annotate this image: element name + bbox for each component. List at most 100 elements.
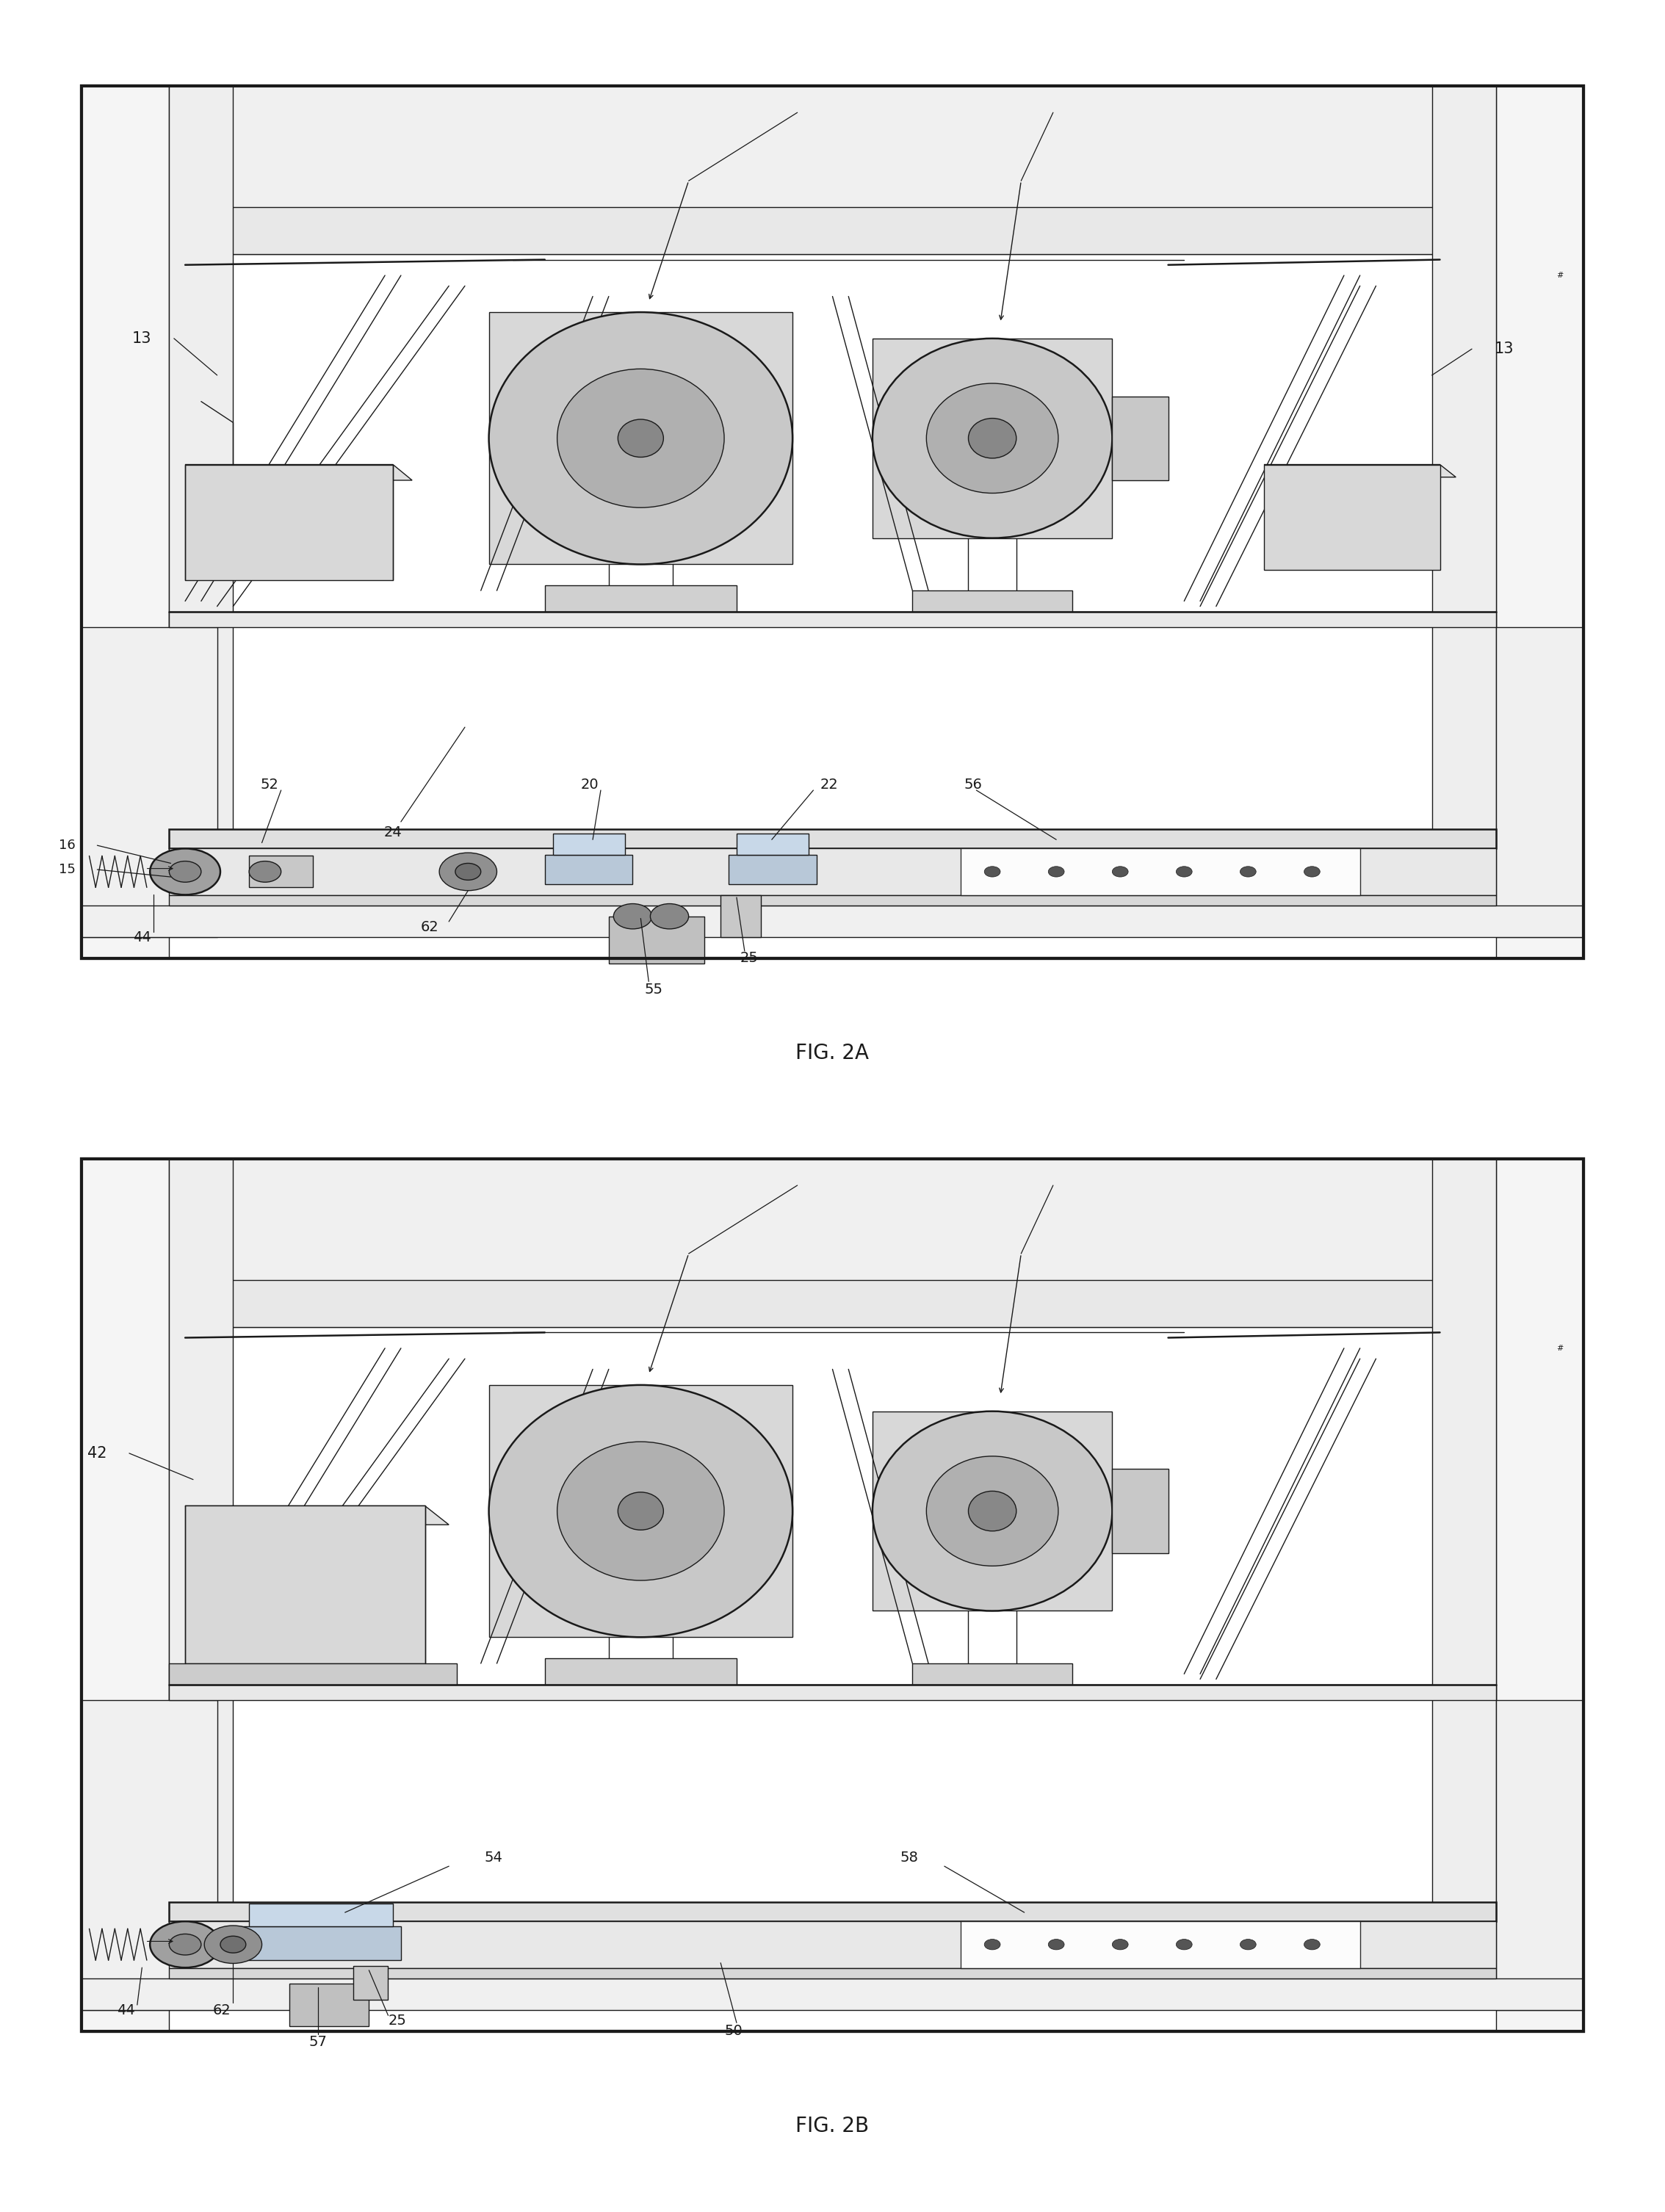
Bar [170,1920,1495,1969]
Bar [721,896,761,938]
Ellipse shape [1112,1940,1129,1949]
Ellipse shape [250,860,281,883]
Bar [544,586,736,613]
Bar [82,1980,1583,2011]
Bar [82,1159,1583,2031]
Bar [82,86,170,958]
Ellipse shape [170,1933,201,1955]
Ellipse shape [926,383,1059,493]
Bar [872,338,1112,538]
Ellipse shape [618,1493,663,1531]
Text: 42: 42 [88,1447,107,1460]
Bar [82,628,216,938]
Text: 25: 25 [741,951,759,964]
Text: 13: 13 [132,332,152,345]
Bar [82,86,1583,958]
Bar [609,916,704,964]
Bar [490,312,793,564]
Ellipse shape [1240,1940,1255,1949]
Bar [241,1927,401,1960]
Bar [961,1920,1360,1969]
Bar [490,1385,793,1637]
Text: 62: 62 [213,2004,231,2017]
Ellipse shape [1175,867,1192,876]
Text: 13: 13 [1494,341,1513,356]
Bar [170,830,1495,847]
Ellipse shape [926,1455,1059,1566]
Ellipse shape [490,312,793,564]
Text: 44: 44 [117,2004,135,2017]
Bar [353,1966,388,2000]
Text: 25: 25 [388,2013,406,2028]
Text: 15: 15 [58,863,75,876]
Text: FIG. 2A: FIG. 2A [796,1042,869,1064]
Text: 55: 55 [644,982,663,998]
Text: 56: 56 [964,779,982,792]
Polygon shape [185,465,393,580]
Ellipse shape [558,369,724,507]
Ellipse shape [613,905,653,929]
Bar [912,1663,1072,1686]
Polygon shape [1264,465,1440,571]
Bar [1112,396,1169,480]
Ellipse shape [872,1411,1112,1610]
Ellipse shape [651,905,689,929]
Bar [1432,86,1495,916]
Ellipse shape [150,849,220,896]
Bar [729,854,816,885]
Ellipse shape [969,418,1016,458]
Bar [170,847,1495,896]
Bar [1495,628,1583,938]
Bar [170,896,1495,907]
Text: 24: 24 [385,825,401,838]
Text: 54: 54 [485,1851,503,1865]
Polygon shape [185,1506,425,1663]
Bar [170,613,1495,628]
Bar [1495,1701,1583,2011]
Bar [82,86,1583,958]
Ellipse shape [440,854,496,891]
Bar [170,1969,1495,1978]
Text: #: # [1557,1345,1563,1352]
Text: 58: 58 [901,1851,919,1865]
Bar [1432,1159,1495,1989]
Bar [82,907,1583,938]
Bar [250,1905,393,1927]
Bar [170,1327,1495,1686]
Text: 62: 62 [421,920,440,933]
Bar [544,1659,736,1686]
Ellipse shape [1049,867,1064,876]
Bar [544,854,633,885]
Ellipse shape [969,1491,1016,1531]
Ellipse shape [1112,867,1129,876]
Polygon shape [185,465,413,480]
Polygon shape [185,1506,450,1524]
Bar [145,1281,1520,1327]
Text: 16: 16 [58,838,75,852]
Bar [1112,1469,1169,1553]
Bar [82,1159,170,2031]
Text: FIG. 2B: FIG. 2B [796,2115,869,2137]
Bar [170,1902,1495,1920]
Ellipse shape [1049,1940,1064,1949]
Bar [170,86,233,916]
Bar [250,856,313,887]
Text: 50: 50 [724,2024,743,2037]
Bar [145,208,1520,254]
Text: 44: 44 [133,931,152,945]
Text: 20: 20 [581,779,599,792]
Ellipse shape [1304,1940,1320,1949]
Ellipse shape [1304,867,1320,876]
Ellipse shape [150,1922,220,1969]
Ellipse shape [205,1927,261,1964]
Ellipse shape [618,420,663,458]
Ellipse shape [220,1936,246,1953]
Bar [170,254,1495,613]
Bar [290,1984,370,2026]
Ellipse shape [872,338,1112,538]
Polygon shape [1264,465,1455,478]
Bar [912,591,1072,613]
Text: 22: 22 [821,779,839,792]
Bar [1495,1159,1583,2031]
Ellipse shape [984,867,1001,876]
